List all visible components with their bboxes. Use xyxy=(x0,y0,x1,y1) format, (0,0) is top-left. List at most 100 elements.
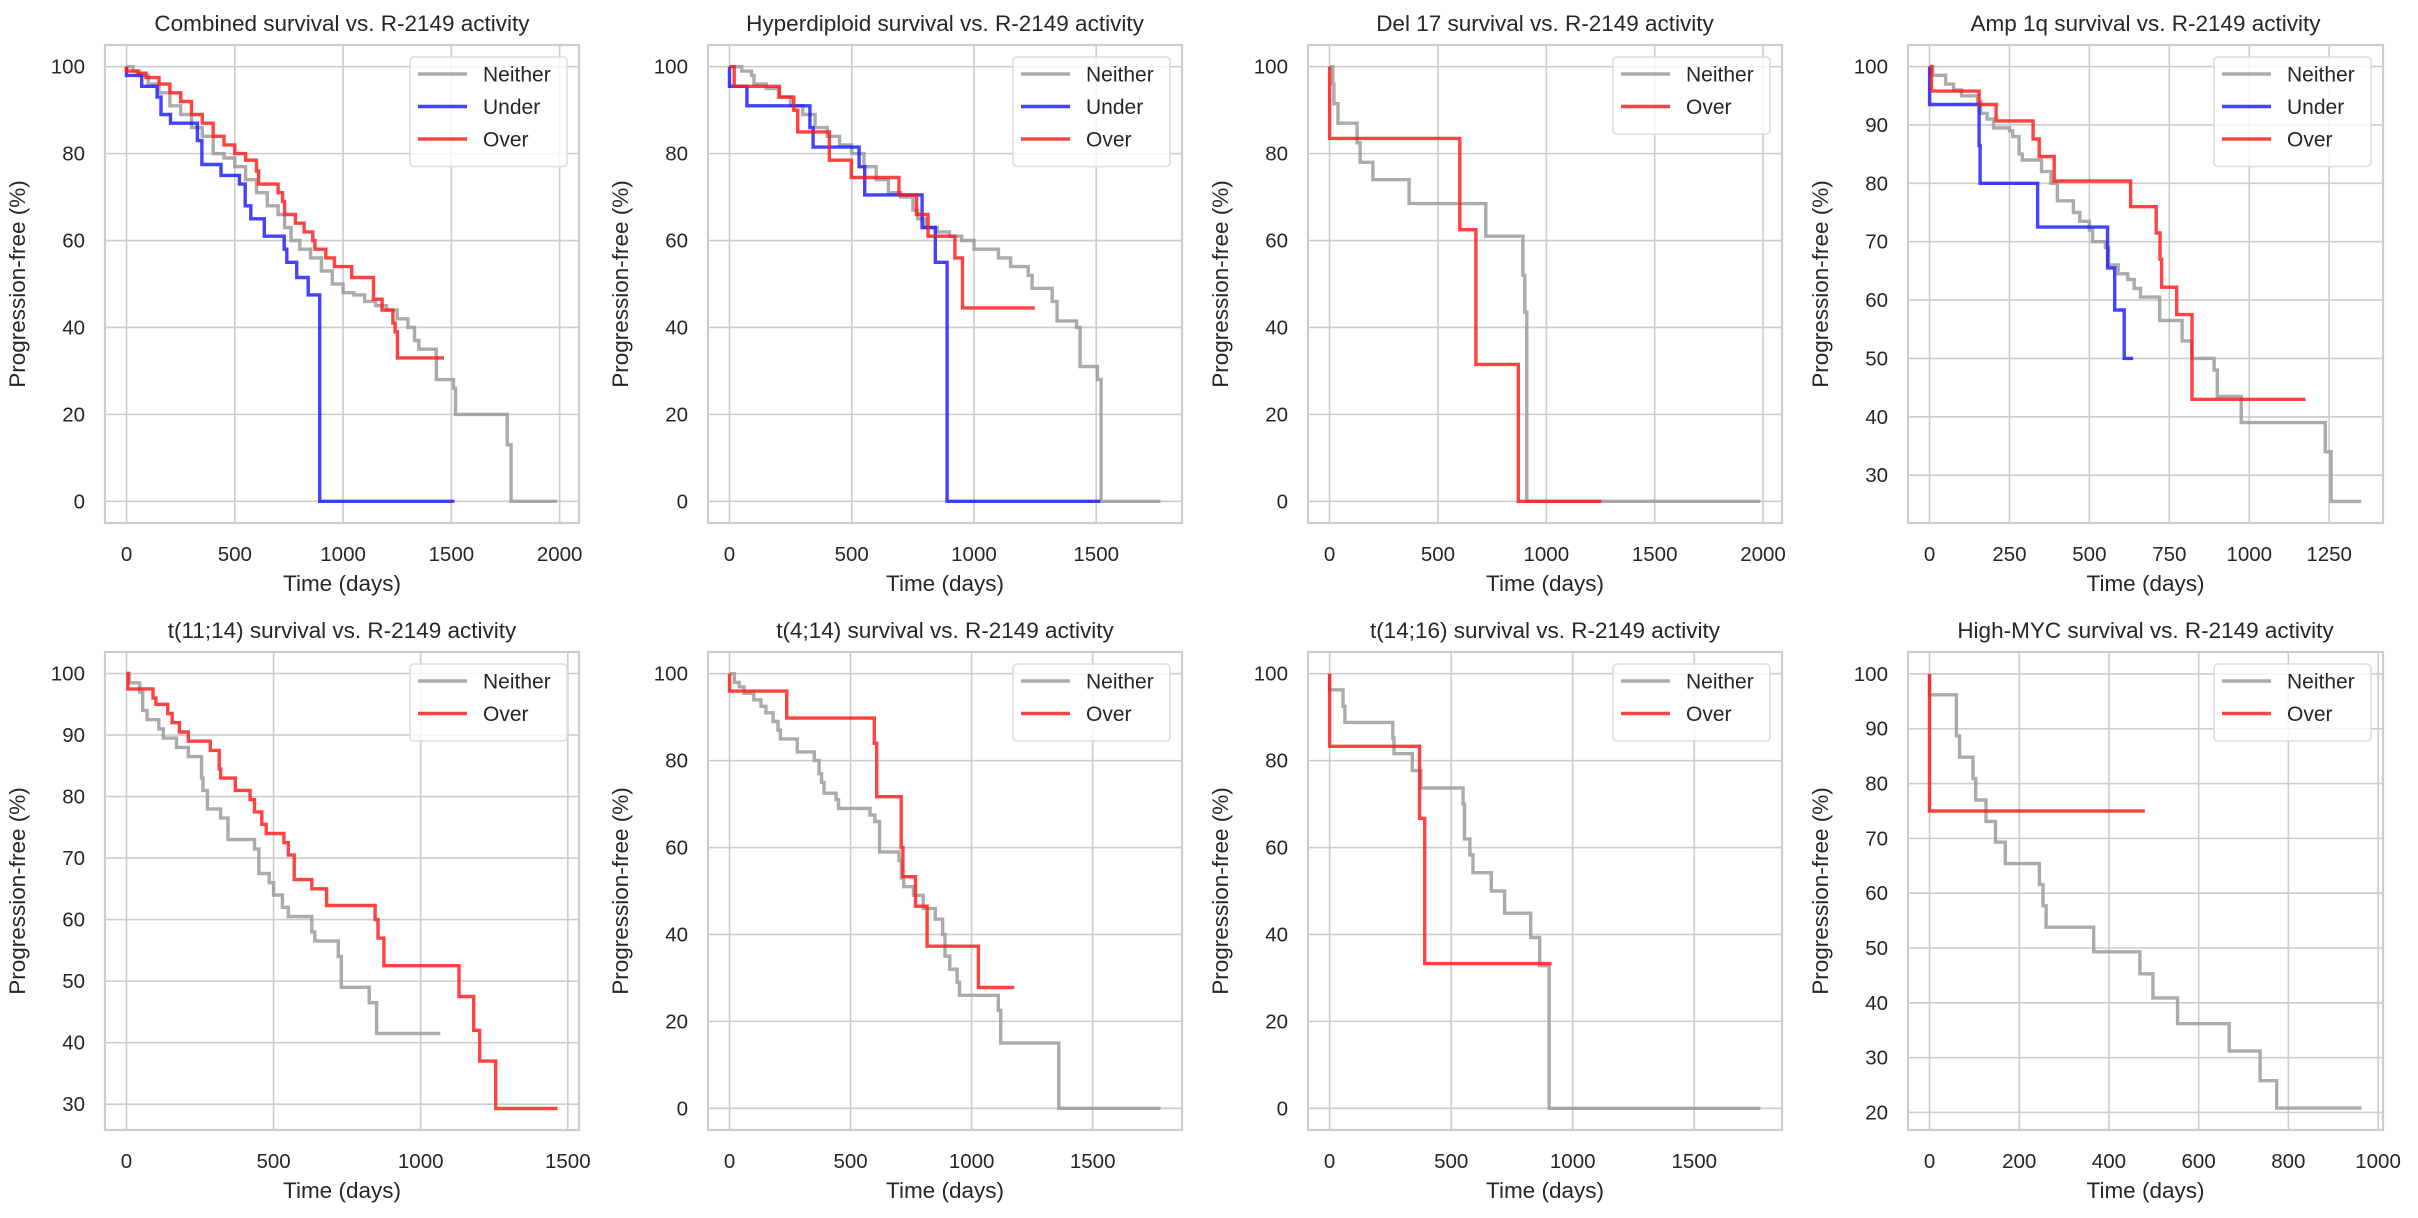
y-tick-label: 20 xyxy=(665,1010,688,1033)
y-tick-label: 60 xyxy=(62,909,85,932)
legend: Neither Over xyxy=(409,663,568,742)
legend-label-neither: Neither xyxy=(483,671,551,694)
y-tick-label: 30 xyxy=(1865,464,1888,487)
y-tick-label: 100 xyxy=(1854,663,1888,686)
subplot-title: Combined survival vs. R-2149 activity xyxy=(154,11,530,36)
y-tick-label: 80 xyxy=(1265,750,1288,773)
y-tick-label: 60 xyxy=(62,230,85,253)
y-tick-label: 0 xyxy=(74,490,85,513)
x-tick-label: 1500 xyxy=(1073,543,1119,566)
x-tick-label: 0 xyxy=(121,1150,132,1173)
y-tick-label: 80 xyxy=(62,786,85,809)
legend-label-under: Under xyxy=(483,96,540,119)
y-axis-label: Progression-free (%) xyxy=(1208,787,1233,995)
y-tick-label: 80 xyxy=(1865,172,1888,195)
x-tick-label: 500 xyxy=(2072,543,2106,566)
subplot-5: 0 500 1000 1500 30 40 50 60 70 80 90 100 t(11;14) su… xyxy=(5,618,591,1203)
axes-frame xyxy=(1306,43,1784,525)
x-tick-label: 1500 xyxy=(545,1150,591,1173)
legend: Neither Over xyxy=(1612,663,1771,742)
y-tick-label: 60 xyxy=(1265,837,1288,860)
legend-label-neither: Neither xyxy=(1086,671,1154,694)
axes-frame xyxy=(1306,650,1784,1132)
y-tick-label: 40 xyxy=(665,316,688,339)
y-tick-label: 80 xyxy=(665,143,688,166)
x-axis-label: Time (days) xyxy=(283,1178,401,1203)
legend-label-neither: Neither xyxy=(1086,64,1154,87)
x-tick-label: 500 xyxy=(833,1150,867,1173)
subplot-1: 0 500 1000 1500 2000 0 20 40 60 80 100 Combined sur… xyxy=(5,11,582,596)
x-tick-label: 500 xyxy=(835,543,869,566)
y-tick-label: 100 xyxy=(51,663,85,686)
survival-curve-over xyxy=(1927,673,2145,813)
subplot-4: 0 250 500 750 1000 1250 30 40 50 60 70 80 90 100 Amp 1… xyxy=(1808,11,2385,596)
x-tick-label: 800 xyxy=(2271,1150,2305,1173)
legend-label-neither: Neither xyxy=(1686,671,1754,694)
y-tick-label: 70 xyxy=(1865,827,1888,850)
survival-curve-over xyxy=(124,66,444,360)
subplot-title: Hyperdiploid survival vs. R-2149 activit… xyxy=(746,11,1144,36)
x-axis-label: Time (days) xyxy=(886,571,1004,596)
survival-curve-under xyxy=(1927,66,2134,361)
x-tick-label: 1000 xyxy=(1523,543,1569,566)
legend-label-over: Over xyxy=(1686,703,1732,726)
y-axis-label: Progression-free (%) xyxy=(5,180,30,388)
x-tick-label: 1000 xyxy=(320,543,366,566)
legend-label-neither: Neither xyxy=(483,64,551,87)
legend-label-over: Over xyxy=(2287,703,2333,726)
subplot-title: t(11;14) survival vs. R-2149 activity xyxy=(168,618,517,643)
y-tick-label: 20 xyxy=(1265,1010,1288,1033)
y-tick-label: 70 xyxy=(1865,231,1888,254)
x-tick-label: 1500 xyxy=(1070,1150,1116,1173)
y-tick-label: 80 xyxy=(665,750,688,773)
y-tick-label: 60 xyxy=(665,230,688,253)
subplot-8: 0 200 400 600 800 1000 20 30 40 50 60 70 80 90 100 High… xyxy=(1808,618,2401,1203)
legend-box xyxy=(1612,56,1771,135)
legend-label-over: Over xyxy=(2287,129,2333,152)
y-tick-label: 60 xyxy=(665,837,688,860)
legend-label-over: Over xyxy=(1086,703,1132,726)
axes-frame xyxy=(103,43,581,525)
survival-curve-over xyxy=(727,673,1015,990)
legend-label-neither: Neither xyxy=(2287,671,2355,694)
x-tick-label: 0 xyxy=(724,1150,735,1173)
x-tick-label: 1000 xyxy=(2226,543,2272,566)
subplot-title: t(14;16) survival vs. R-2149 activity xyxy=(1370,618,1721,643)
x-axis-label: Time (days) xyxy=(2087,1178,2205,1203)
y-tick-label: 90 xyxy=(1865,718,1888,741)
y-tick-label: 80 xyxy=(1865,773,1888,796)
y-tick-label: 40 xyxy=(1265,316,1288,339)
x-tick-label: 1000 xyxy=(398,1150,444,1173)
x-tick-label: 600 xyxy=(2182,1150,2216,1173)
subplot-title: Del 17 survival vs. R-2149 activity xyxy=(1376,11,1714,36)
y-tick-label: 40 xyxy=(62,316,85,339)
y-tick-label: 100 xyxy=(654,56,688,79)
survival-curve-over xyxy=(729,65,1035,310)
y-tick-label: 30 xyxy=(1865,1047,1888,1070)
y-tick-label: 0 xyxy=(677,490,688,513)
survival-curve-neither xyxy=(1327,673,1761,1110)
x-tick-label: 0 xyxy=(724,543,735,566)
y-tick-label: 20 xyxy=(1265,403,1288,426)
subplot-title: t(4;14) survival vs. R-2149 activity xyxy=(776,618,1114,643)
survival-curve-neither xyxy=(1329,65,1761,503)
y-tick-label: 70 xyxy=(62,847,85,870)
y-tick-label: 100 xyxy=(1254,56,1288,79)
y-axis-label: Progression-free (%) xyxy=(608,787,633,995)
y-tick-label: 100 xyxy=(51,56,85,79)
y-tick-label: 40 xyxy=(1865,992,1888,1015)
legend: Neither Over xyxy=(1612,56,1771,135)
x-tick-label: 250 xyxy=(1992,543,2026,566)
legend: Neither Under Over xyxy=(409,56,568,168)
survival-curve-neither xyxy=(126,65,557,503)
x-tick-label: 0 xyxy=(1324,1150,1335,1173)
legend-box xyxy=(2213,663,2372,742)
x-axis-label: Time (days) xyxy=(886,1178,1004,1203)
x-tick-label: 500 xyxy=(218,543,252,566)
legend-label-over: Over xyxy=(483,703,529,726)
x-tick-label: 750 xyxy=(2152,543,2186,566)
survival-curve-neither xyxy=(1927,673,2362,1110)
axes-frame xyxy=(706,43,1184,525)
y-axis-label: Progression-free (%) xyxy=(608,180,633,388)
